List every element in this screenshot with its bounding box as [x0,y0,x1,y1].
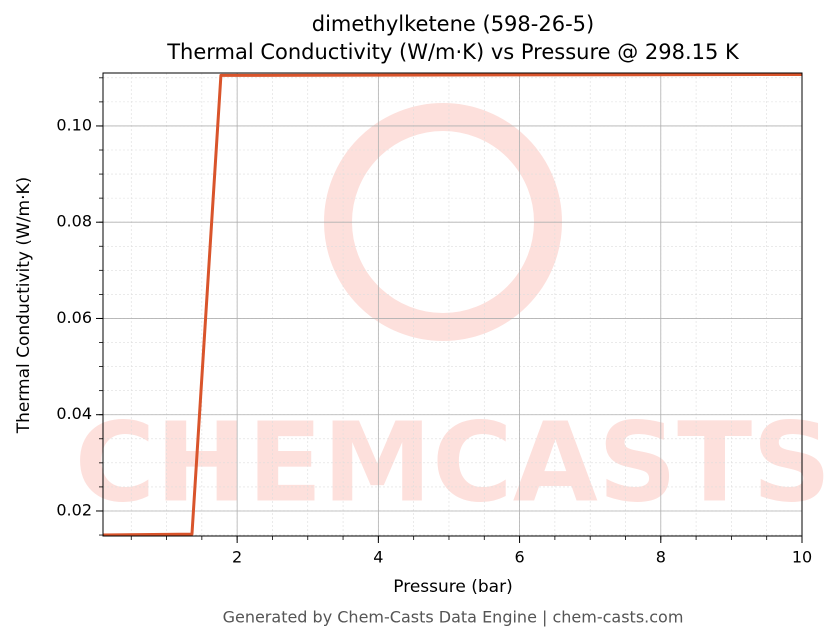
x-tick-label: 8 [656,548,666,567]
x-tick-label: 6 [514,548,524,567]
watermark: CHEMCASTS [75,398,830,526]
x-tick-label: 2 [232,548,242,567]
x-tick-label: 10 [792,548,812,567]
y-tick-label: 0.08 [56,212,92,231]
data-line [102,72,803,537]
x-axis-label: Pressure (bar) [393,577,512,597]
y-tick-label: 0.06 [56,308,92,327]
y-tick-label: 0.02 [56,500,92,519]
footer: Generated by Chem-Casts Data Engine | ch… [223,608,684,627]
y-tick-label: 0.10 [56,115,92,134]
chart-title: dimethylketene (598-26-5) [312,12,594,36]
y-axis-label: Thermal Conductivity (W/m·K) [14,177,34,435]
x-tick-label: 4 [373,548,383,567]
chart-subtitle: Thermal Conductivity (W/m·K) vs Pressure… [166,40,740,64]
plot-frame [102,72,803,537]
y-tick-label: 0.04 [56,404,92,423]
